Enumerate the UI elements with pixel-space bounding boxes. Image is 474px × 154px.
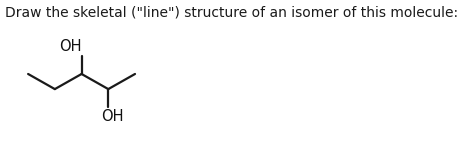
Text: OH: OH [59, 39, 82, 54]
Text: Draw the skeletal ("line") structure of an isomer of this molecule:: Draw the skeletal ("line") structure of … [5, 6, 458, 20]
Text: OH: OH [101, 109, 123, 124]
